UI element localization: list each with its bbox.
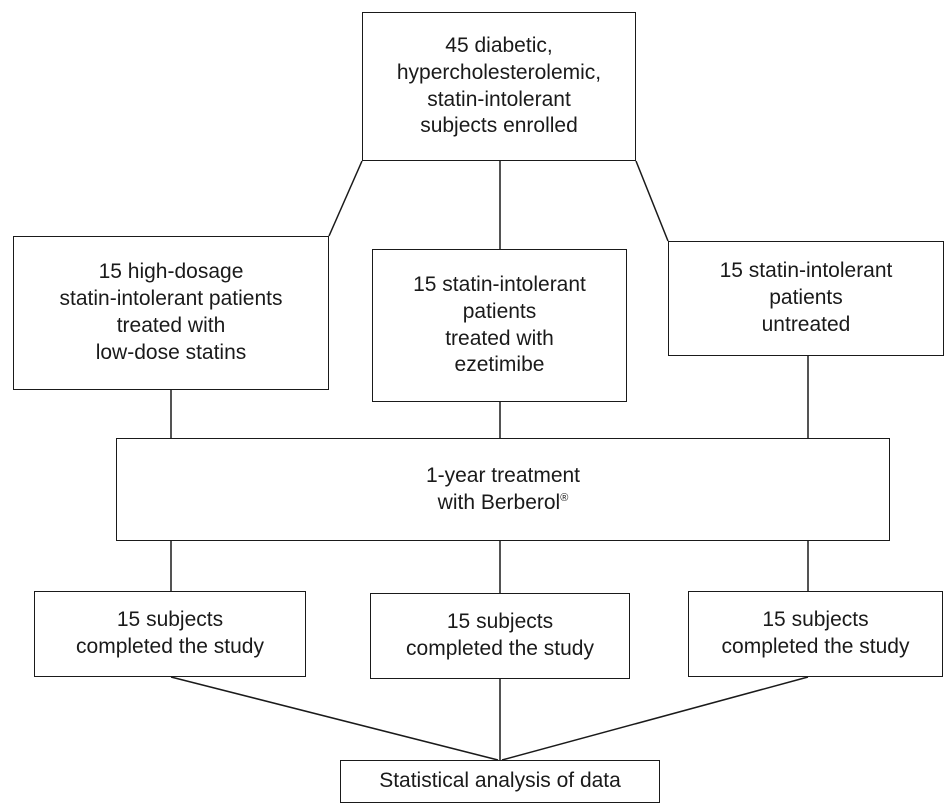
completed-3-line-1: 15 subjects bbox=[762, 608, 869, 632]
group-2-line-4: ezetimibe bbox=[454, 353, 545, 377]
completed-2-line-2: completed the study bbox=[406, 637, 594, 660]
analysis-label: Statistical analysis of data bbox=[379, 769, 621, 792]
treatment-line-2: with Berberol® bbox=[438, 490, 569, 517]
treatment-box: 1-year treatment with Berberol® bbox=[116, 438, 890, 541]
group-ezetimibe-box: 15 statin-intolerant patients treated wi… bbox=[372, 249, 627, 402]
group-3-line-3: untreated bbox=[761, 312, 851, 336]
group-3-line-1: 15 statin-intolerant bbox=[719, 259, 893, 283]
completed-box-1: 15 subjects completed the study bbox=[34, 591, 306, 677]
group-2-line-2: patients bbox=[462, 299, 537, 323]
group-1-line-1: 15 high-dosage bbox=[98, 260, 244, 284]
group-2-line-1: 15 statin-intolerant bbox=[413, 272, 586, 296]
connector-completed-3-to-analysis bbox=[501, 676, 809, 761]
connector-completed-1-to-analysis bbox=[170, 676, 499, 761]
connector-enrolled-to-group-1 bbox=[328, 160, 363, 237]
group-1-line-2: statin-intolerant patients bbox=[59, 287, 283, 311]
treatment-line-1: 1-year treatment bbox=[425, 463, 581, 487]
enrolled-line-2: hypercholesterolemic, bbox=[396, 60, 602, 84]
enrolled-subjects-box: 45 diabetic, hypercholesterolemic, stati… bbox=[362, 12, 636, 161]
completed-1-line-2: completed the study bbox=[76, 635, 264, 658]
treatment-drug-name: with Berberol bbox=[437, 490, 561, 514]
completed-2-line-1: 15 subjects bbox=[446, 610, 554, 634]
enrolled-line-3: statin-intolerant bbox=[427, 87, 571, 111]
enrolled-line-1: 45 diabetic, bbox=[445, 33, 553, 57]
completed-1-line-1: 15 subjects bbox=[116, 608, 224, 632]
enrolled-line-4: subjects enrolled bbox=[420, 114, 578, 138]
completed-box-3: 15 subjects completed the study bbox=[688, 591, 943, 677]
completed-3-line-2: completed the study bbox=[721, 635, 910, 658]
group-low-dose-statins-box: 15 high-dosage statin-intolerant patient… bbox=[13, 236, 329, 390]
registered-trademark-mark: ® bbox=[560, 491, 569, 504]
group-2-line-3: treated with bbox=[445, 326, 554, 350]
group-1-line-3: treated with bbox=[116, 314, 226, 337]
completed-box-2: 15 subjects completed the study bbox=[370, 593, 630, 679]
group-1-line-4: low-dose statins bbox=[95, 340, 247, 364]
connector-enrolled-to-group-3 bbox=[635, 160, 669, 242]
group-3-line-2: patients bbox=[769, 286, 843, 310]
group-untreated-box: 15 statin-intolerant patients untreated bbox=[668, 241, 944, 356]
analysis-box: Statistical analysis of data bbox=[340, 760, 660, 803]
